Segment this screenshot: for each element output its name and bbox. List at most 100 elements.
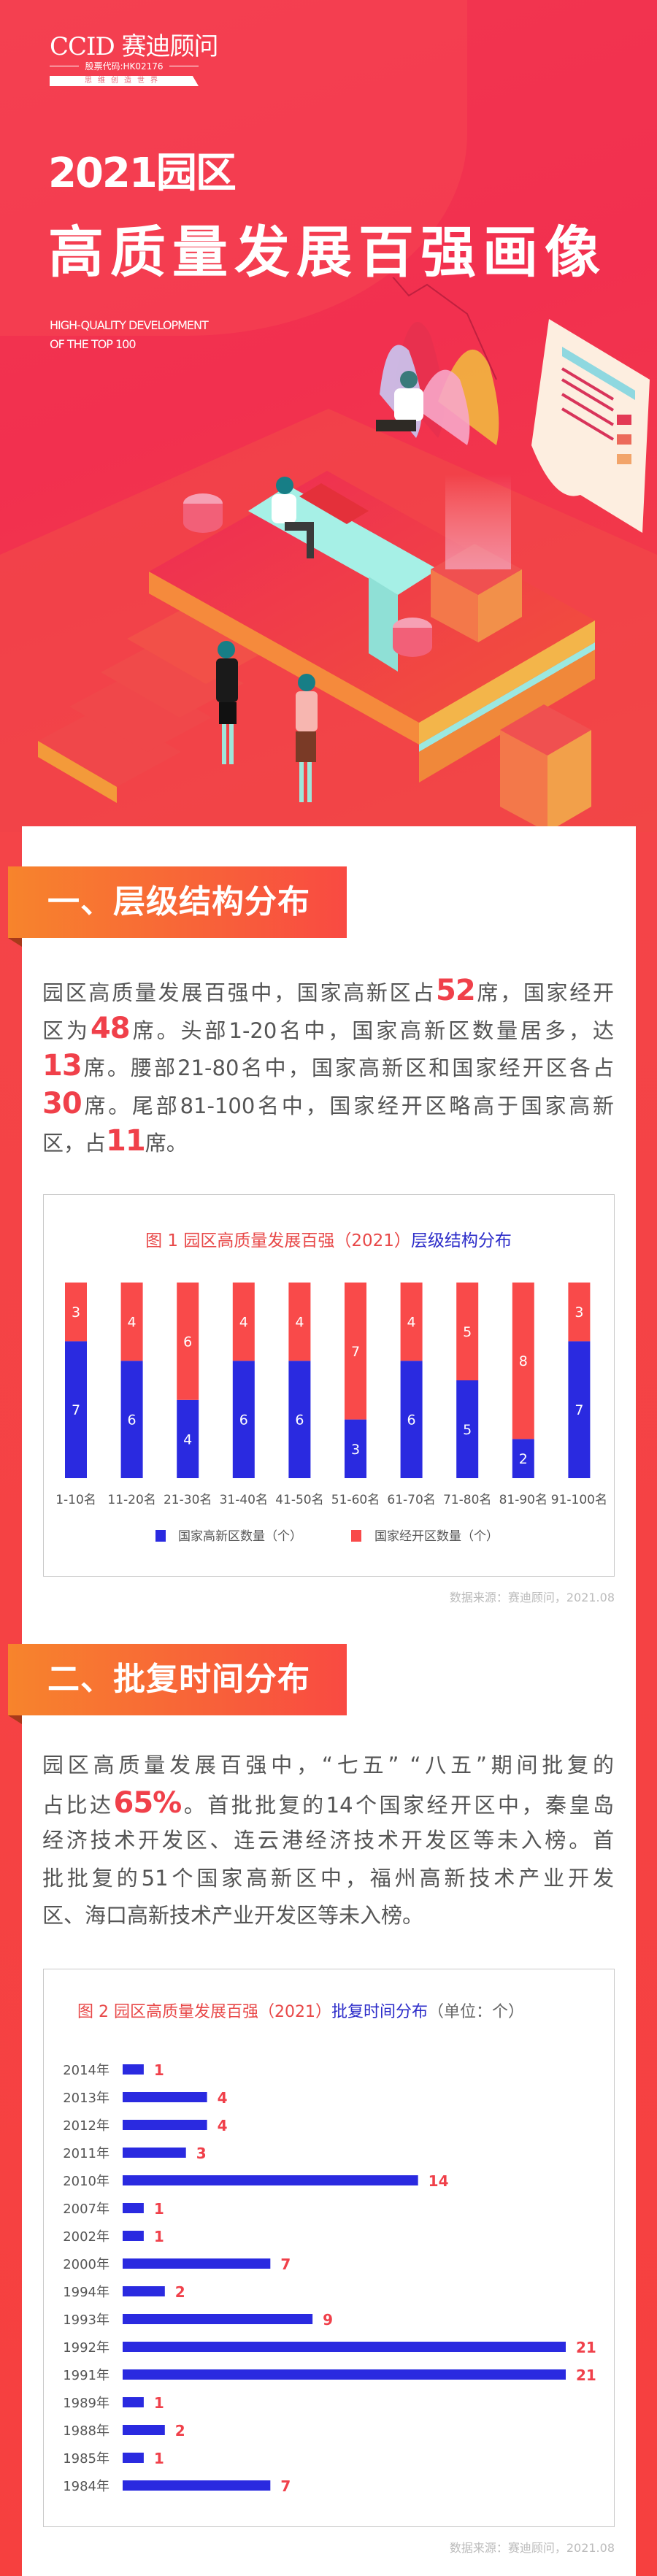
bar-value-label: 4 (218, 2117, 228, 2134)
bar-value-label: 7 (280, 2477, 291, 2495)
year-label: 1989年 (63, 2396, 110, 2411)
subtitle-en-1: HIGH-QUALITY DEVELOPMENT (50, 318, 209, 332)
person-standing-black-suit-icon (216, 641, 238, 764)
report-document-icon (531, 319, 650, 533)
bar-value-label: 4 (218, 2089, 228, 2107)
bar-value-label: 4 (183, 1431, 192, 1447)
category-label: 31-40名 (220, 1493, 268, 1507)
legend-swatch-red (351, 1530, 361, 1542)
bar-value-label: 2 (519, 1451, 528, 1467)
category-label: 11-20名 (107, 1493, 155, 1507)
paragraph-line: 区、海口高新技术产业开发区等未入榜。 (42, 1896, 614, 1934)
year-bar (123, 2369, 566, 2380)
category-label: 1-10名 (55, 1493, 96, 1507)
year-bar (123, 2092, 207, 2102)
paragraph-line: 占比达65%。首批批复的14个国家经开区中，秦皇岛 (42, 1784, 614, 1822)
bar-value-label: 1 (154, 2394, 164, 2412)
category-label: 61-70名 (387, 1493, 435, 1507)
chart1-source: 数据来源：赛迪顾问，2021.08 (449, 1591, 615, 1604)
bar-value-label: 1 (154, 2450, 164, 2467)
ccid-logo: CCID 赛迪顾问 (50, 32, 219, 61)
bar-value-label: 21 (576, 2367, 596, 2384)
year-bar (123, 2314, 313, 2324)
category-label: 91-100名 (551, 1493, 607, 1507)
bar-value-label: 6 (407, 1412, 416, 1429)
year-bar (123, 2148, 186, 2158)
highlight-number: 30 (42, 1086, 82, 1120)
bar-value-label: 7 (72, 1402, 80, 1418)
pillar-stack (431, 474, 591, 832)
bar-segment-econ-dev (456, 1283, 479, 1380)
paragraph-text: 席，国家经开 (474, 980, 614, 1005)
year-label: 2012年 (63, 2118, 110, 2134)
year-label: 1991年 (63, 2368, 110, 2383)
bar-value-label: 3 (575, 1304, 583, 1320)
bar-segment-high-tech (345, 1419, 366, 1478)
year-bar (123, 2231, 144, 2241)
year-bar (123, 2120, 207, 2130)
year-label: 1993年 (63, 2312, 110, 2328)
paragraph-line: 区，占11席。 (42, 1122, 614, 1160)
bar-segment-econ-dev (65, 1283, 87, 1342)
bar-value-label: 3 (351, 1442, 360, 1458)
stock-code-text: 股票代码:HK02176 (85, 61, 164, 72)
chart-approval-box (43, 1969, 615, 2527)
section-heading-approval-time: 二、批复时间分布 (8, 1644, 347, 1715)
bar-value-label: 3 (72, 1304, 80, 1320)
paragraph-text: 席。腰部21-80名中，国家高新区和国家经开区各占 (81, 1056, 614, 1080)
year-label: 2002年 (63, 2229, 110, 2245)
bar-value-label: 2 (175, 2422, 185, 2439)
year-bar (123, 2258, 271, 2269)
highlight-number: 11 (106, 1124, 146, 1158)
bar-value-label: 4 (128, 1315, 137, 1331)
bar-segment-econ-dev (232, 1283, 255, 1361)
bar-segment-high-tech (456, 1380, 479, 1478)
legend-label-high-tech: 国家高新区数量（个） (178, 1529, 302, 1544)
isometric-illustration (0, 277, 657, 832)
paragraph-text: 批批复的51个国家高新区中，福州高新技术产业开发 (42, 1865, 614, 1891)
bar-value-label: 6 (295, 1412, 304, 1429)
year-label: 1984年 (63, 2479, 110, 2494)
paragraph-line: 13席。腰部21-80名中，国家高新区和国家经开区各占 (42, 1047, 614, 1085)
cylinder-icon (393, 618, 432, 657)
highlight-number: 48 (90, 1011, 131, 1045)
bar-value-label: 7 (351, 1344, 360, 1360)
year-label: 1988年 (63, 2423, 110, 2439)
paragraph-line: 园区高质量发展百强中，“七五” “八五”期间批复的 (42, 1746, 614, 1784)
highlight-number: 13 (42, 1049, 82, 1083)
bar-value-label: 14 (429, 2172, 449, 2190)
paragraph-line: 园区高质量发展百强中，国家高新区占52席，国家经开 (42, 972, 614, 1010)
legend-swatch-blue (155, 1530, 166, 1542)
year-bar (123, 2175, 418, 2185)
cylinder-icon (183, 493, 223, 533)
paragraph-text: 经济技术开发区、连云港经济技术开发区等未入榜。首 (42, 1828, 614, 1853)
year-label: 2011年 (63, 2146, 110, 2161)
highlight-number: 65% (113, 1785, 182, 1820)
paragraph-text: 区、海口高新技术产业开发区等未入榜。 (42, 1903, 424, 1928)
laptop-icon (299, 483, 369, 524)
paragraph-text: 席。 (145, 1131, 188, 1156)
chart-hierarchy-box (43, 1194, 615, 1577)
year-label: 2000年 (63, 2257, 110, 2272)
bar-segment-high-tech (232, 1361, 255, 1478)
year-bar (123, 2286, 165, 2296)
section-heading-hierarchy: 一、层级结构分布 (8, 866, 347, 938)
bar-segment-high-tech (120, 1361, 143, 1478)
bar-segment-econ-dev (568, 1283, 591, 1342)
person-seated-talking-icon (376, 371, 423, 431)
bar-value-label: 4 (239, 1315, 248, 1331)
subtitle-en-2: OF THE TOP 100 (50, 337, 137, 351)
bar-segment-econ-dev (120, 1283, 143, 1361)
bar-value-label: 5 (463, 1422, 472, 1438)
bar-value-label: 7 (575, 1402, 583, 1418)
paragraph-line: 区为48席。头部1-20名中，国家高新区数量居多，达 (42, 1010, 614, 1047)
bar-segment-high-tech (512, 1439, 534, 1478)
chart1-title: 图 1 园区高质量发展百强（2021）层级结构分布 (145, 1231, 512, 1250)
bar-value-label: 6 (239, 1412, 248, 1429)
paragraph-text: 园区高质量发展百强中，“七五” “八五”期间批复的 (42, 1753, 614, 1777)
year-label: 2007年 (63, 2202, 110, 2217)
year-label: 2013年 (63, 2091, 110, 2106)
year-bar (123, 2203, 144, 2213)
bar-value-label: 5 (463, 1324, 472, 1340)
